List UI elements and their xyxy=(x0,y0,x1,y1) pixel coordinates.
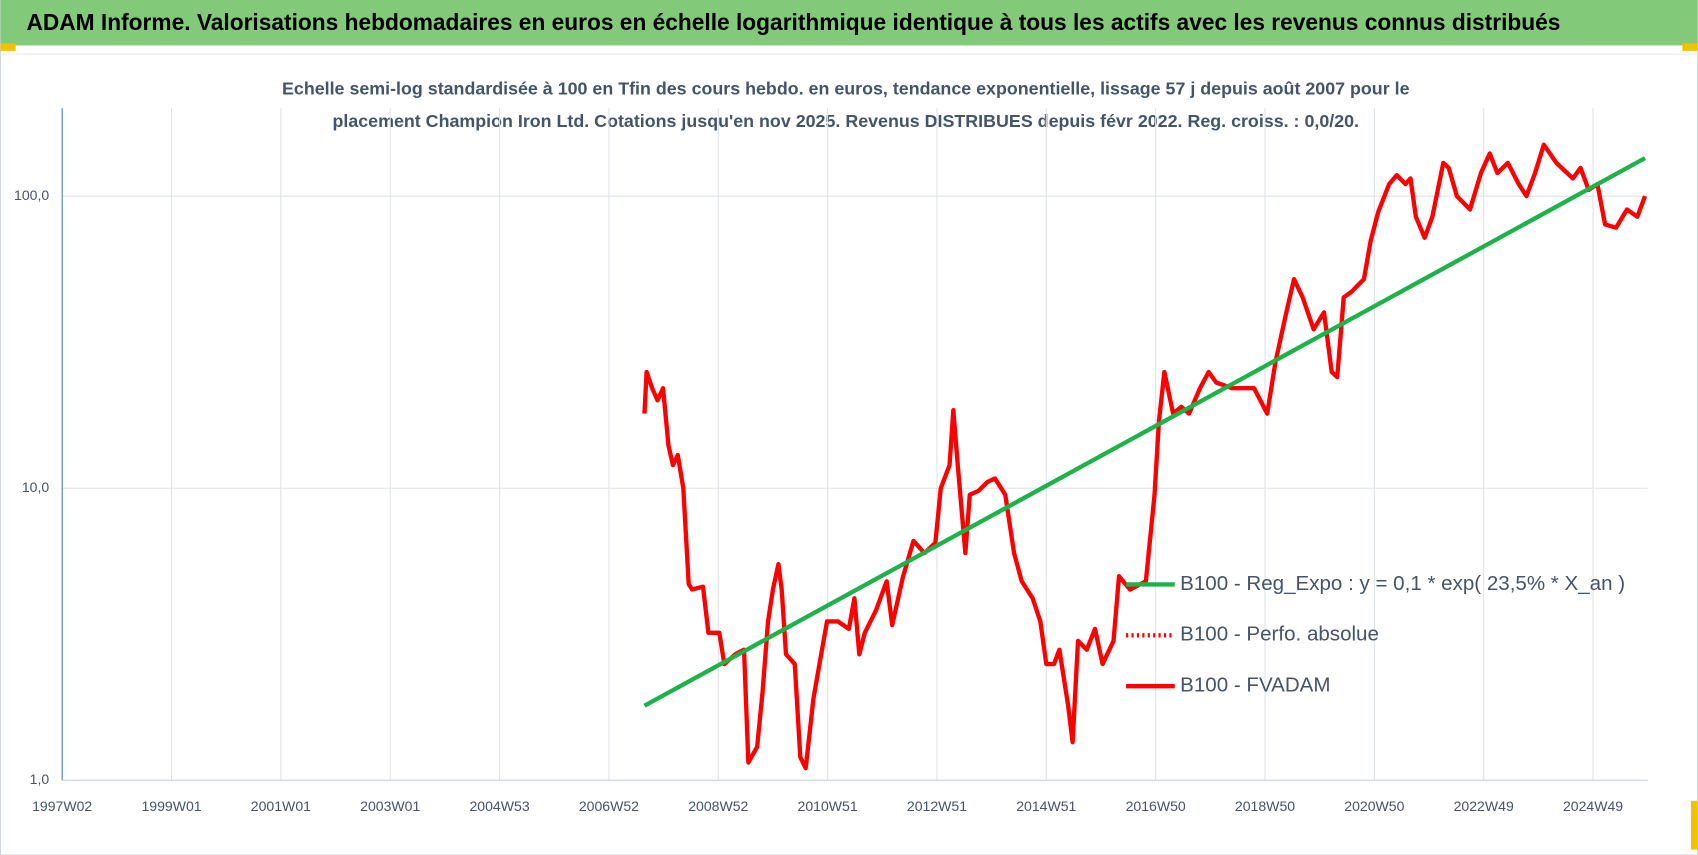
corner-mark xyxy=(0,43,16,51)
legend-label: B100 - FVADAM xyxy=(1180,674,1330,697)
x-tick-label: 1997W02 xyxy=(32,798,92,814)
header-bar xyxy=(0,0,1698,46)
x-tick-label: 1999W01 xyxy=(141,798,201,814)
y-tick-label: 10,0 xyxy=(22,479,50,495)
x-tick-label: 2010W51 xyxy=(798,798,858,814)
x-tick-label: 2022W49 xyxy=(1454,798,1514,814)
x-tick-label: 2020W50 xyxy=(1344,798,1404,814)
corner-mark xyxy=(1682,43,1698,51)
series-line xyxy=(642,142,1648,771)
x-tick-label: 2001W01 xyxy=(251,798,311,814)
y-tick-label: 100,0 xyxy=(14,187,49,203)
legend-label: B100 - Perfo. absolue xyxy=(1180,623,1379,646)
x-tick-label: 2006W52 xyxy=(579,798,639,814)
legend-label: B100 - Reg_Expo : y = 0,1 * exp( 23,5% *… xyxy=(1180,572,1625,595)
x-tick-label: 2014W51 xyxy=(1016,798,1076,814)
x-tick-label: 2024W49 xyxy=(1563,798,1623,814)
x-tick-label: 2003W01 xyxy=(360,798,420,814)
x-tick-label: 2004W53 xyxy=(470,798,530,814)
chart-subtitle: Echelle semi-log standardisée à 100 en T… xyxy=(282,79,1410,99)
chart-title: ADAM Informe. Valorisations hebdomadaire… xyxy=(26,9,1560,35)
x-tick-label: 2012W51 xyxy=(907,798,967,814)
x-tick-label: 2008W52 xyxy=(688,798,748,814)
chart-subtitle: placement Champion Iron Ltd. Cotations j… xyxy=(332,111,1359,131)
corner-mark xyxy=(1691,800,1698,850)
y-tick-label: 1,0 xyxy=(30,771,50,787)
x-tick-label: 2016W50 xyxy=(1126,798,1186,814)
x-tick-label: 2018W50 xyxy=(1235,798,1295,814)
series-line xyxy=(643,156,1647,708)
